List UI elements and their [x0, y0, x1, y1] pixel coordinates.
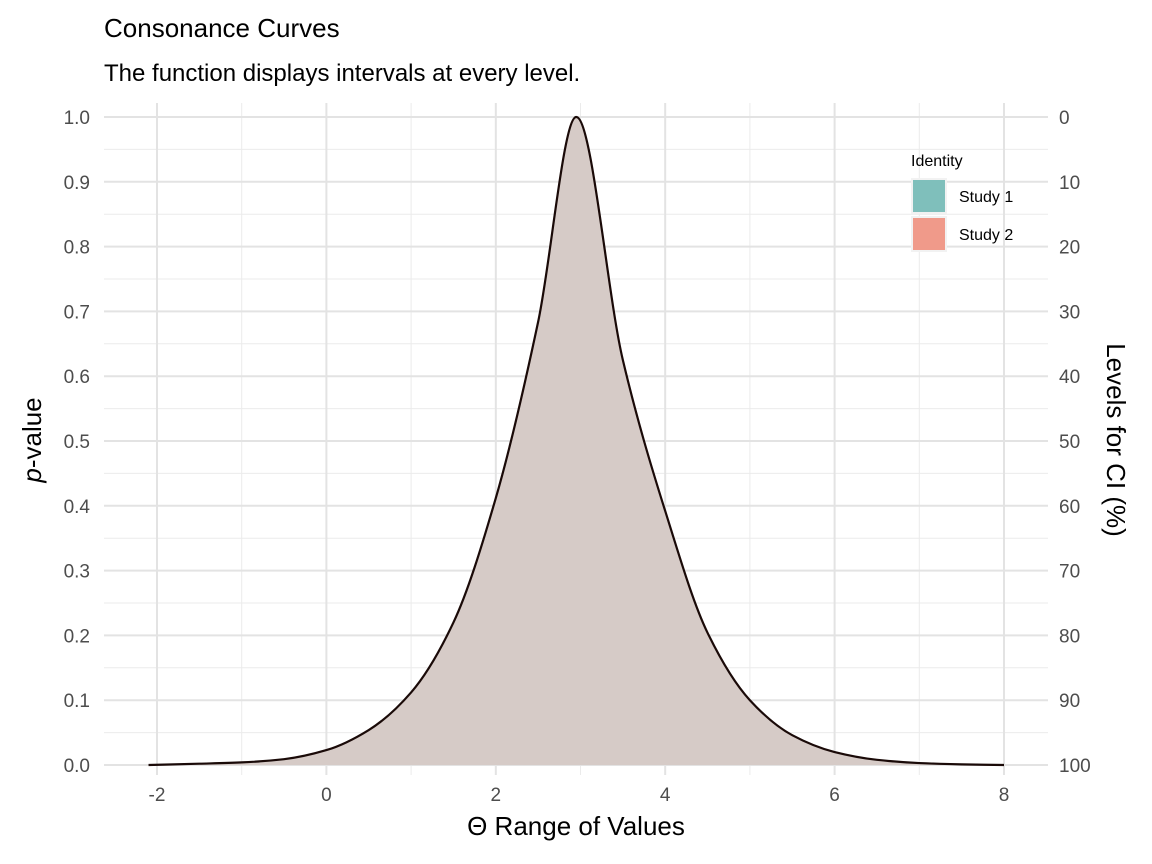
legend: Identity Study 1 Study 2 — [911, 153, 1013, 252]
x-tick-label: -2 — [149, 785, 166, 806]
y-tick-label: 0.7 — [64, 302, 90, 323]
x-tick-label: 8 — [999, 785, 1010, 806]
y2-tick-label: 70 — [1059, 562, 1080, 583]
x-axis-title: Θ Range of Values — [467, 811, 685, 841]
y-tick-label: 1.0 — [64, 108, 90, 129]
chart-title: Consonance Curves — [104, 13, 340, 43]
x-tick-label: 0 — [321, 785, 332, 806]
consonance-curve-line — [148, 115, 1005, 767]
y2-tick-label: 20 — [1059, 238, 1080, 259]
y-tick-label: 0.8 — [64, 238, 90, 259]
secondary-y-axis-title: Levels for CI (%) — [1101, 343, 1131, 537]
legend-label: Study 2 — [959, 227, 1013, 244]
legend-key-swatch — [913, 180, 945, 212]
y2-tick-label: 0 — [1059, 108, 1070, 129]
y-axis-title-italic: p — [17, 468, 47, 483]
y2-tick-label: 10 — [1059, 173, 1080, 194]
y-tick-label: 0.9 — [64, 173, 90, 194]
y2-tick-label: 30 — [1059, 302, 1080, 323]
legend-key-swatch — [913, 218, 945, 250]
legend-items: Study 1 Study 2 — [911, 178, 1013, 252]
y-axis-ticks: 0.0 0.1 0.2 0.3 0.4 0.5 0.6 0.7 0.8 0.9 1.0 — [64, 108, 91, 777]
x-tick-label: 6 — [829, 785, 840, 806]
chart-subtitle: The function displays intervals at every… — [104, 60, 580, 87]
curve-area-layer — [148, 115, 1005, 767]
legend-label: Study 1 — [959, 189, 1013, 206]
y-tick-label: 0.2 — [64, 626, 90, 647]
y2-tick-label: 100 — [1059, 756, 1091, 777]
x-tick-label: 4 — [660, 785, 671, 806]
y2-tick-label: 80 — [1059, 626, 1080, 647]
y2-tick-label: 50 — [1059, 432, 1080, 453]
y-axis-title: p-value — [17, 397, 47, 483]
x-tick-label: 2 — [491, 785, 502, 806]
y2-tick-label: 40 — [1059, 367, 1080, 388]
legend-title: Identity — [911, 153, 963, 170]
y-tick-label: 0.3 — [64, 562, 90, 583]
y-tick-label: 0.1 — [64, 691, 90, 712]
y-tick-label: 0.4 — [64, 497, 91, 518]
y-tick-label: 0.0 — [64, 756, 90, 777]
y2-tick-label: 60 — [1059, 497, 1080, 518]
y-tick-label: 0.5 — [64, 432, 90, 453]
y-axis-title-rest: -value — [17, 397, 47, 468]
y-tick-label: 0.6 — [64, 367, 90, 388]
consonance-area — [148, 117, 1004, 765]
y2-tick-label: 90 — [1059, 691, 1080, 712]
x-axis-ticks: -2 0 2 4 6 8 — [149, 785, 1010, 806]
